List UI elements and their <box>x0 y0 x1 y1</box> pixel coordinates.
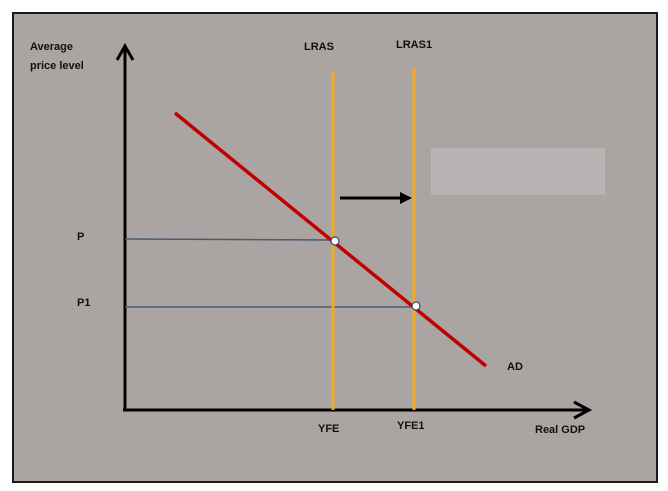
equilibrium-point-p1 <box>411 301 421 311</box>
output-label-yfe: YFE <box>318 423 340 435</box>
y-axis-label-line1: Average <box>30 41 74 53</box>
diagram-frame <box>12 12 658 483</box>
x-axis-label: Real GDP <box>535 424 586 436</box>
price-label-p1: P1 <box>77 297 91 309</box>
y-axis-arrowhead <box>115 42 135 61</box>
y-axis-label-line2: price level <box>30 60 84 72</box>
equilibrium-point-p <box>330 236 340 246</box>
price-label-p: P <box>77 231 85 243</box>
y-axis-label: Average price level <box>30 38 84 76</box>
ad-label: AD <box>507 361 523 373</box>
price-guide-p <box>124 238 335 241</box>
shift-arrow-head <box>400 192 412 204</box>
lras1-label: LRAS1 <box>396 39 433 51</box>
output-label-yfe1: YFE1 <box>397 420 425 432</box>
lras-label: LRAS <box>304 41 334 53</box>
overlay-box <box>431 148 605 195</box>
x-axis-arrowhead <box>573 400 593 420</box>
ad-curve <box>173 111 488 368</box>
